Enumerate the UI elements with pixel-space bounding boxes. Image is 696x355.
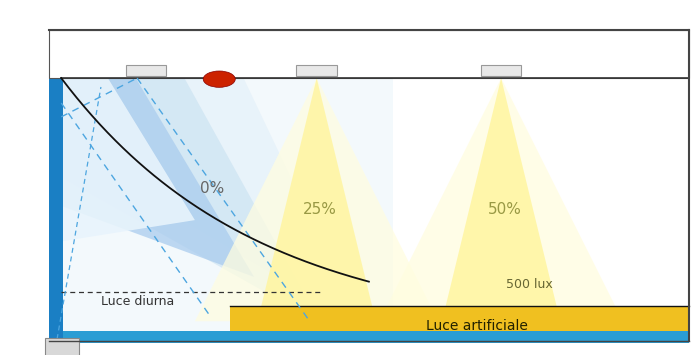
Text: 0%: 0%	[200, 181, 224, 196]
FancyBboxPatch shape	[126, 65, 166, 76]
Polygon shape	[61, 78, 320, 323]
Text: Luce artificiale: Luce artificiale	[426, 318, 528, 333]
Polygon shape	[195, 78, 438, 321]
Polygon shape	[61, 78, 254, 277]
FancyBboxPatch shape	[45, 338, 79, 355]
FancyBboxPatch shape	[481, 65, 521, 76]
Polygon shape	[61, 78, 195, 241]
Polygon shape	[49, 331, 689, 343]
Polygon shape	[230, 306, 689, 332]
Polygon shape	[258, 78, 376, 321]
Circle shape	[203, 71, 235, 87]
Polygon shape	[61, 78, 362, 327]
Text: 25%: 25%	[303, 202, 337, 217]
Text: Luce diurna: Luce diurna	[101, 295, 174, 307]
Text: 500 lux: 500 lux	[505, 278, 553, 290]
FancyBboxPatch shape	[296, 65, 337, 76]
Polygon shape	[49, 78, 393, 341]
Polygon shape	[49, 78, 63, 341]
Polygon shape	[49, 30, 689, 78]
Polygon shape	[442, 78, 560, 321]
Polygon shape	[379, 78, 623, 321]
Text: 50%: 50%	[488, 202, 521, 217]
